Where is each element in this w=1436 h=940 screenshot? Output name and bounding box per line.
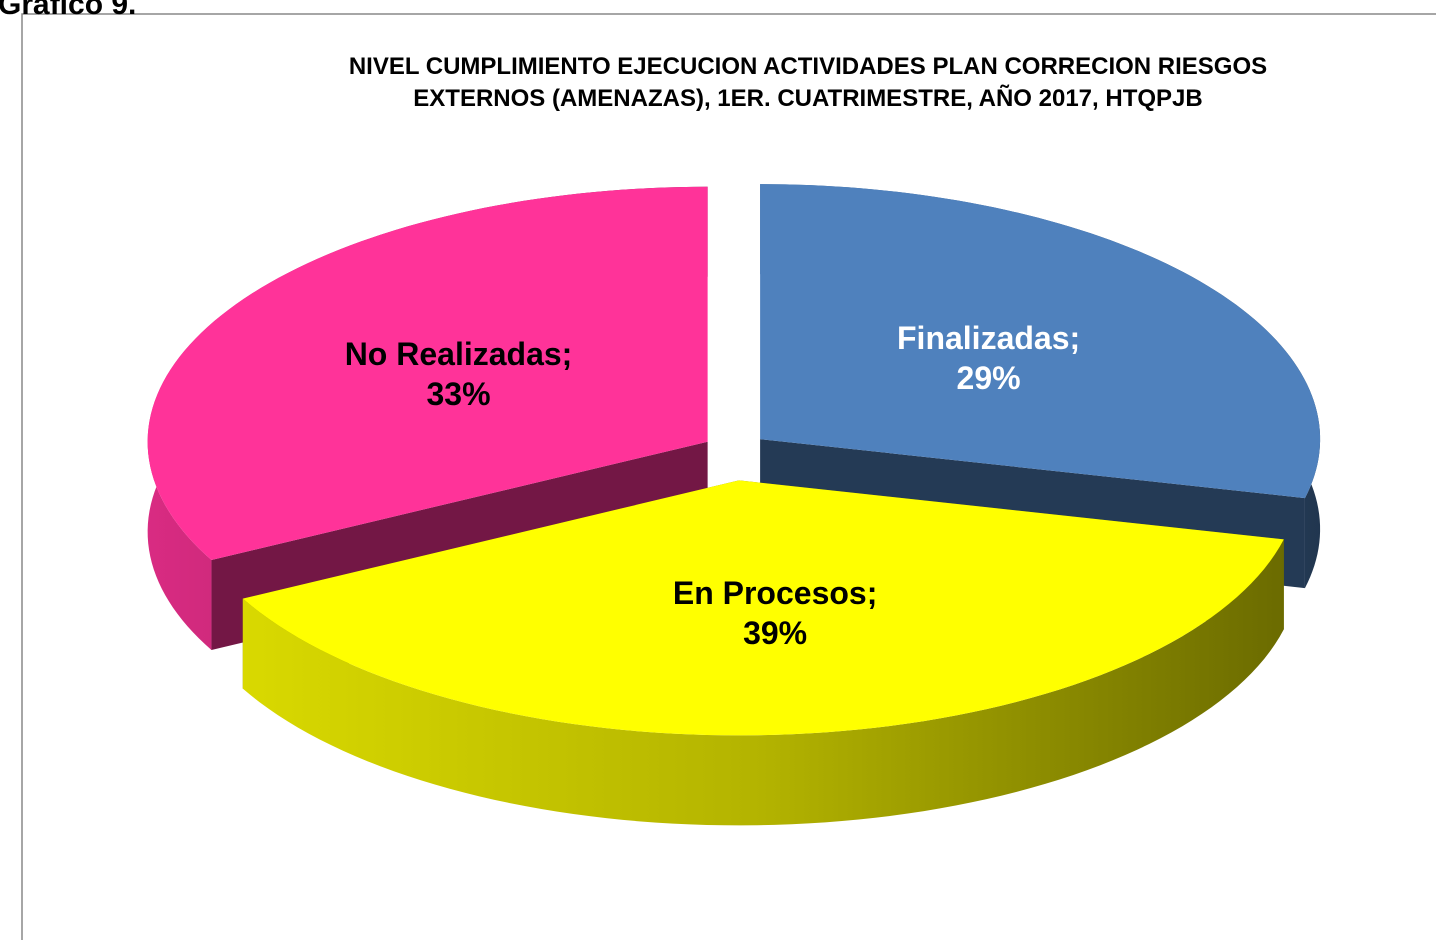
chart-title: EXTERNOS (AMENAZAS), 1ER. CUATRIMESTRE, … [413,84,1202,112]
data-label-value: 33% [426,376,490,412]
data-label-category: No Realizadas; [345,336,573,372]
slice [760,184,1321,499]
data-label-value: 39% [743,615,807,651]
slice [242,480,1284,736]
page-label: Gráfico 9. [0,0,136,21]
data-label-category: Finalizadas; [897,320,1080,356]
chart-title: NIVEL CUMPLIMIENTO EJECUCION ACTIVIDADES… [349,53,1267,80]
data-label-category: En Procesos; [673,575,878,611]
slice-side [242,539,1284,826]
slice [147,186,708,560]
data-label-value: 29% [957,360,1021,396]
